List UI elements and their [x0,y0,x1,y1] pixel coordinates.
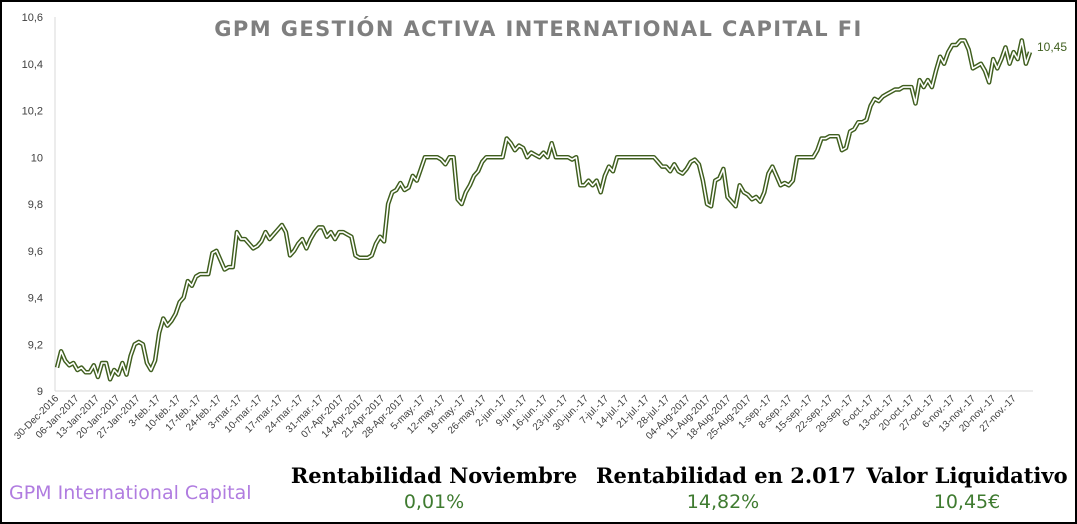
y-axis: 9 9,2 9,4 9,6 9,8 10 10,2 10,4 10,6 [22,12,56,398]
kpi-value: 10,45€ [933,491,1001,513]
kpi-label: Rentabilidad en 2.017 [596,463,856,488]
x-axis: 30-Dec-201606-Jan-201713-Jan-201720-Jan-… [12,390,1033,442]
y-tick-label: 9,2 [28,339,43,351]
kpi-nav: Valor Liquidativo 10,45€ [864,463,1070,513]
y-tick-label: 10,6 [22,12,43,24]
kpi-value: 14,82% [686,491,760,513]
kpi-value: 0,01% [403,491,465,513]
y-tick-label: 9 [37,386,43,398]
chart-title: GPM GESTIÓN ACTIVA INTERNATIONAL CAPITAL… [214,17,863,41]
brand-label: GPM International Capital [9,482,252,504]
y-tick-label: 10,4 [22,59,43,71]
kpi-ytd-return: Rentabilidad en 2.017 14,82% [596,463,856,513]
y-tick-label: 9,8 [28,199,43,211]
y-tick-label: 9,4 [28,293,43,305]
kpi-label: Rentabilidad Noviembre [290,463,578,488]
series-line-outline [54,38,1033,382]
y-tick-label: 10 [31,152,43,164]
y-tick-label: 10,2 [22,106,43,118]
series-line [56,39,1031,381]
end-value-label: 10,45 [1037,40,1067,54]
series-line-group: 10,45 [54,38,1067,382]
kpi-monthly-return: Rentabilidad Noviembre 0,01% [287,463,581,513]
kpi-label: Valor Liquidativo [866,463,1068,488]
y-tick-label: 9,6 [28,246,43,258]
